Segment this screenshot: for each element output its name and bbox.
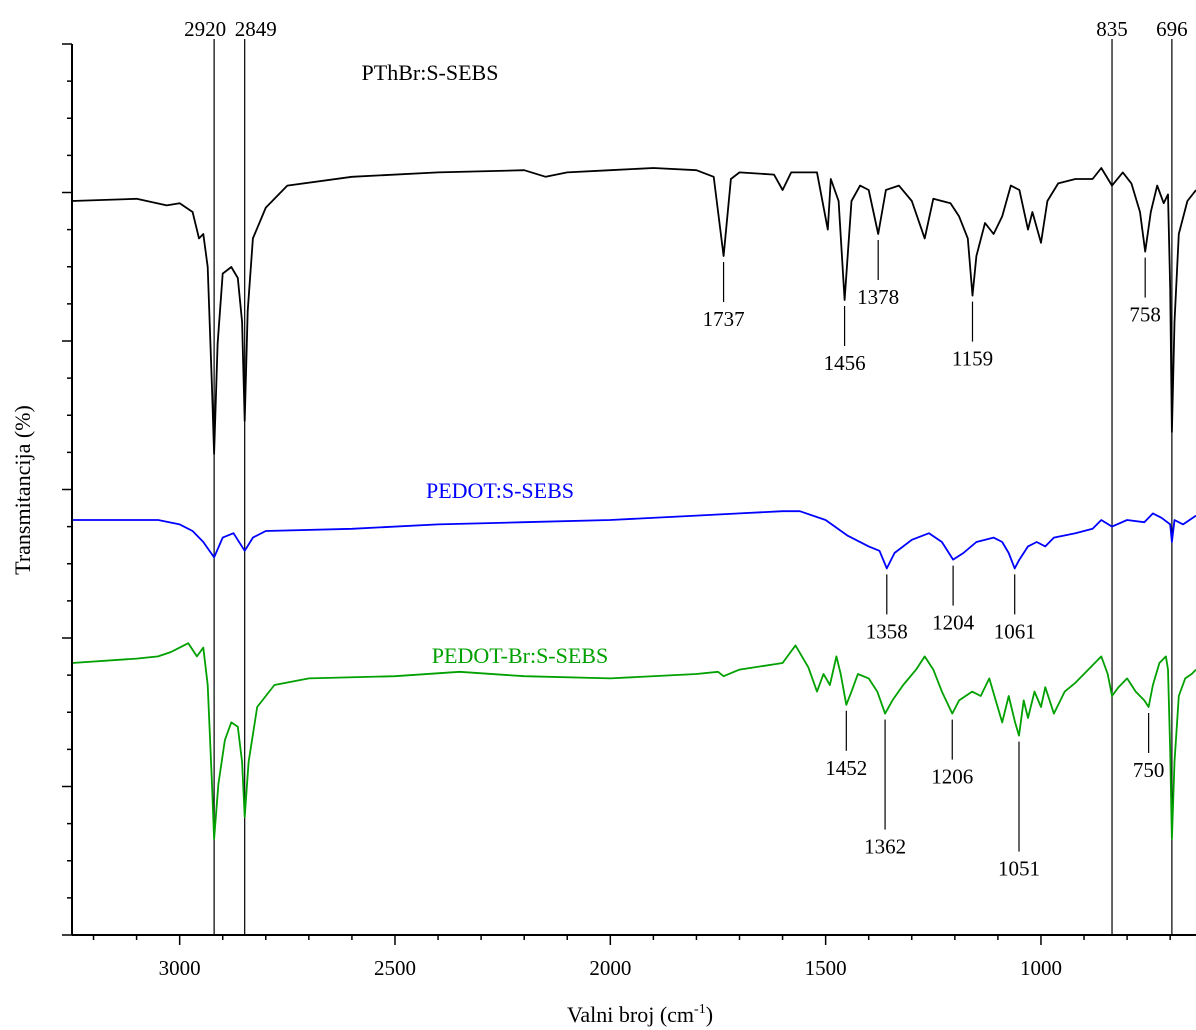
peak-label: 1159 bbox=[952, 347, 993, 371]
series-label: PThBr:S-SEBS bbox=[362, 60, 499, 85]
series-line bbox=[71, 642, 1196, 840]
reference-line-label: 835 bbox=[1096, 17, 1128, 41]
spectrum-series: PThBr:S-SEBS PEDOT:S-SEBS PEDOT-Br:S-SEBS bbox=[71, 60, 1196, 840]
peak-label: 1051 bbox=[998, 857, 1040, 881]
peak-label: 1206 bbox=[931, 765, 973, 789]
peak-label: 1378 bbox=[857, 285, 899, 309]
x-axis-title: Valni broj (cm-1) bbox=[567, 1002, 713, 1027]
peak-annotations: 1737 1456 1378 1159 758 1358 1204 1061 1452 1362 1… bbox=[703, 240, 1165, 881]
x-tick-label: 1500 bbox=[805, 956, 847, 980]
y-axis-title: Transmitancija (%) bbox=[10, 405, 35, 575]
peak-label: 750 bbox=[1133, 758, 1165, 782]
series-line bbox=[71, 167, 1196, 455]
reference-line-label: 2920 bbox=[184, 17, 226, 41]
peak-label: 1452 bbox=[825, 756, 867, 780]
reference-lines: 2920 2849 835 696 bbox=[184, 17, 1188, 935]
peak-label: 1358 bbox=[866, 619, 908, 643]
reference-line-label: 696 bbox=[1156, 17, 1188, 41]
series-label: PEDOT-Br:S-SEBS bbox=[432, 643, 608, 668]
x-axis-title-end: ) bbox=[706, 1002, 713, 1027]
peak-label: 1456 bbox=[824, 351, 866, 375]
peak-label: 1362 bbox=[864, 835, 906, 859]
x-tick-label: 1000 bbox=[1020, 956, 1062, 980]
x-tick-label: 3000 bbox=[159, 956, 201, 980]
series-label: PEDOT:S-SEBS bbox=[426, 478, 574, 503]
peak-label: 1204 bbox=[932, 611, 975, 635]
reference-line-label: 2849 bbox=[235, 17, 277, 41]
peak-label: 1737 bbox=[703, 307, 745, 331]
x-tick-label: 2000 bbox=[589, 956, 631, 980]
axes bbox=[62, 43, 1196, 945]
x-tick-label: 2500 bbox=[374, 956, 416, 980]
x-axis-title-main: Valni broj (cm bbox=[567, 1002, 694, 1027]
tick-labels: 3000 2500 2000 1500 1000 bbox=[159, 956, 1062, 980]
series-line bbox=[72, 510, 1196, 570]
peak-label: 1061 bbox=[994, 619, 1036, 643]
peak-label: 758 bbox=[1129, 303, 1161, 327]
x-axis-title-sup: -1 bbox=[694, 1002, 706, 1017]
